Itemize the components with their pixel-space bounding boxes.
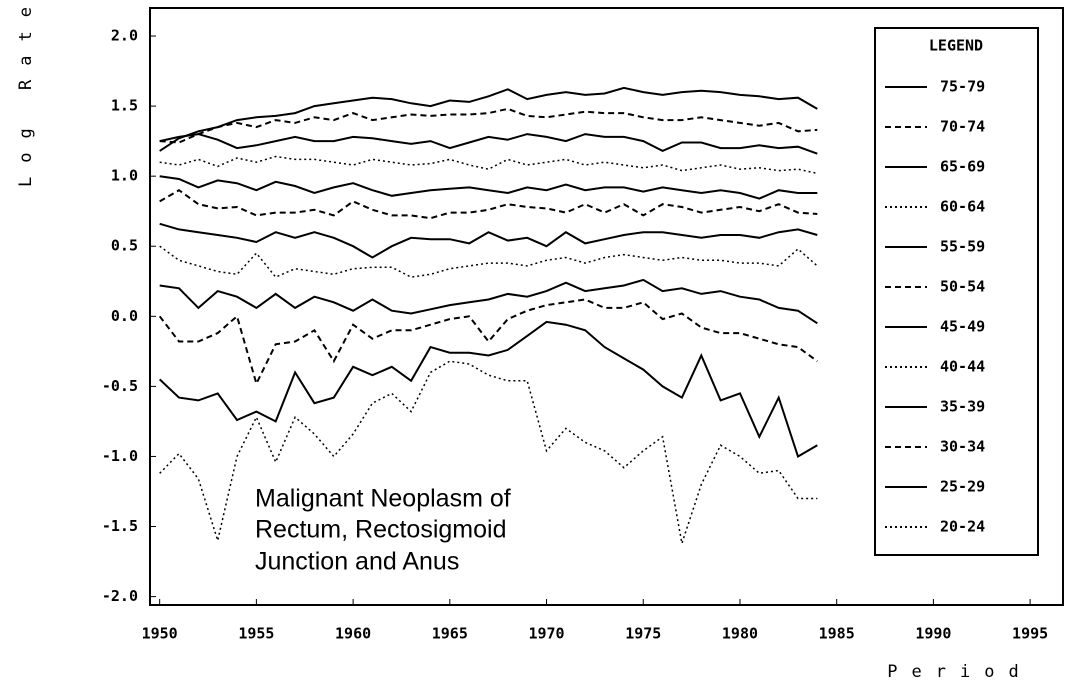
series-line [159,107,818,144]
legend-label: 25-29 [940,478,985,496]
series-line [159,278,818,325]
legend-label: 65-69 [940,158,985,176]
y-tick-label: 2.0 [111,27,138,45]
legend-label: 50-54 [940,278,985,296]
annotation: Rectum, Rectosigmoid [255,516,506,544]
series-line [159,155,818,175]
legend-label: 30-34 [940,438,985,456]
y-tick-label: -0.5 [102,377,138,395]
x-tick-label: 1990 [915,625,951,643]
y-tick-label: -2.0 [102,587,138,605]
legend-label: 45-49 [940,318,985,336]
y-tick-label: -1.0 [102,447,138,465]
series-line [158,298,818,387]
series-line [159,222,818,259]
x-tick-label: 1970 [528,625,564,643]
x-tick-label: 1975 [625,625,661,643]
y-tick-label: 1.5 [111,97,138,115]
x-axis-label: Period [887,662,1032,682]
series-line [159,320,818,458]
x-tick-label: 1985 [819,625,855,643]
plot-frame [149,7,1064,606]
y-axis-label: Log Rate [16,0,36,187]
series-line [159,175,818,200]
x-tick-label: 1960 [335,625,371,643]
legend-title: LEGEND [929,37,983,55]
legend-label: 75-79 [940,78,985,96]
legend-label: 40-44 [940,358,985,376]
legend-label: 35-39 [940,398,985,416]
series-line [159,245,818,279]
x-tick-label: 1965 [432,625,468,643]
x-tick-label: 1950 [142,625,178,643]
legend-box [874,27,1039,556]
legend-label: 70-74 [940,118,985,136]
legend-label: 60-64 [940,198,985,216]
y-tick-label: 0.5 [111,237,138,255]
y-tick-label: -1.5 [102,517,138,535]
y-tick-label: 1.0 [111,167,138,185]
annotation: Malignant Neoplasm of [255,485,511,513]
series-line [159,86,818,152]
series-line [159,189,818,220]
series-line [159,360,818,544]
y-tick-label: 0.0 [111,307,138,325]
legend-label: 20-24 [940,518,985,536]
x-tick-label: 1995 [1012,625,1048,643]
legend-label: 55-59 [940,238,985,256]
series-line [159,133,818,155]
x-tick-label: 1980 [722,625,758,643]
annotation: Junction and Anus [255,548,459,576]
x-tick-label: 1955 [238,625,274,643]
